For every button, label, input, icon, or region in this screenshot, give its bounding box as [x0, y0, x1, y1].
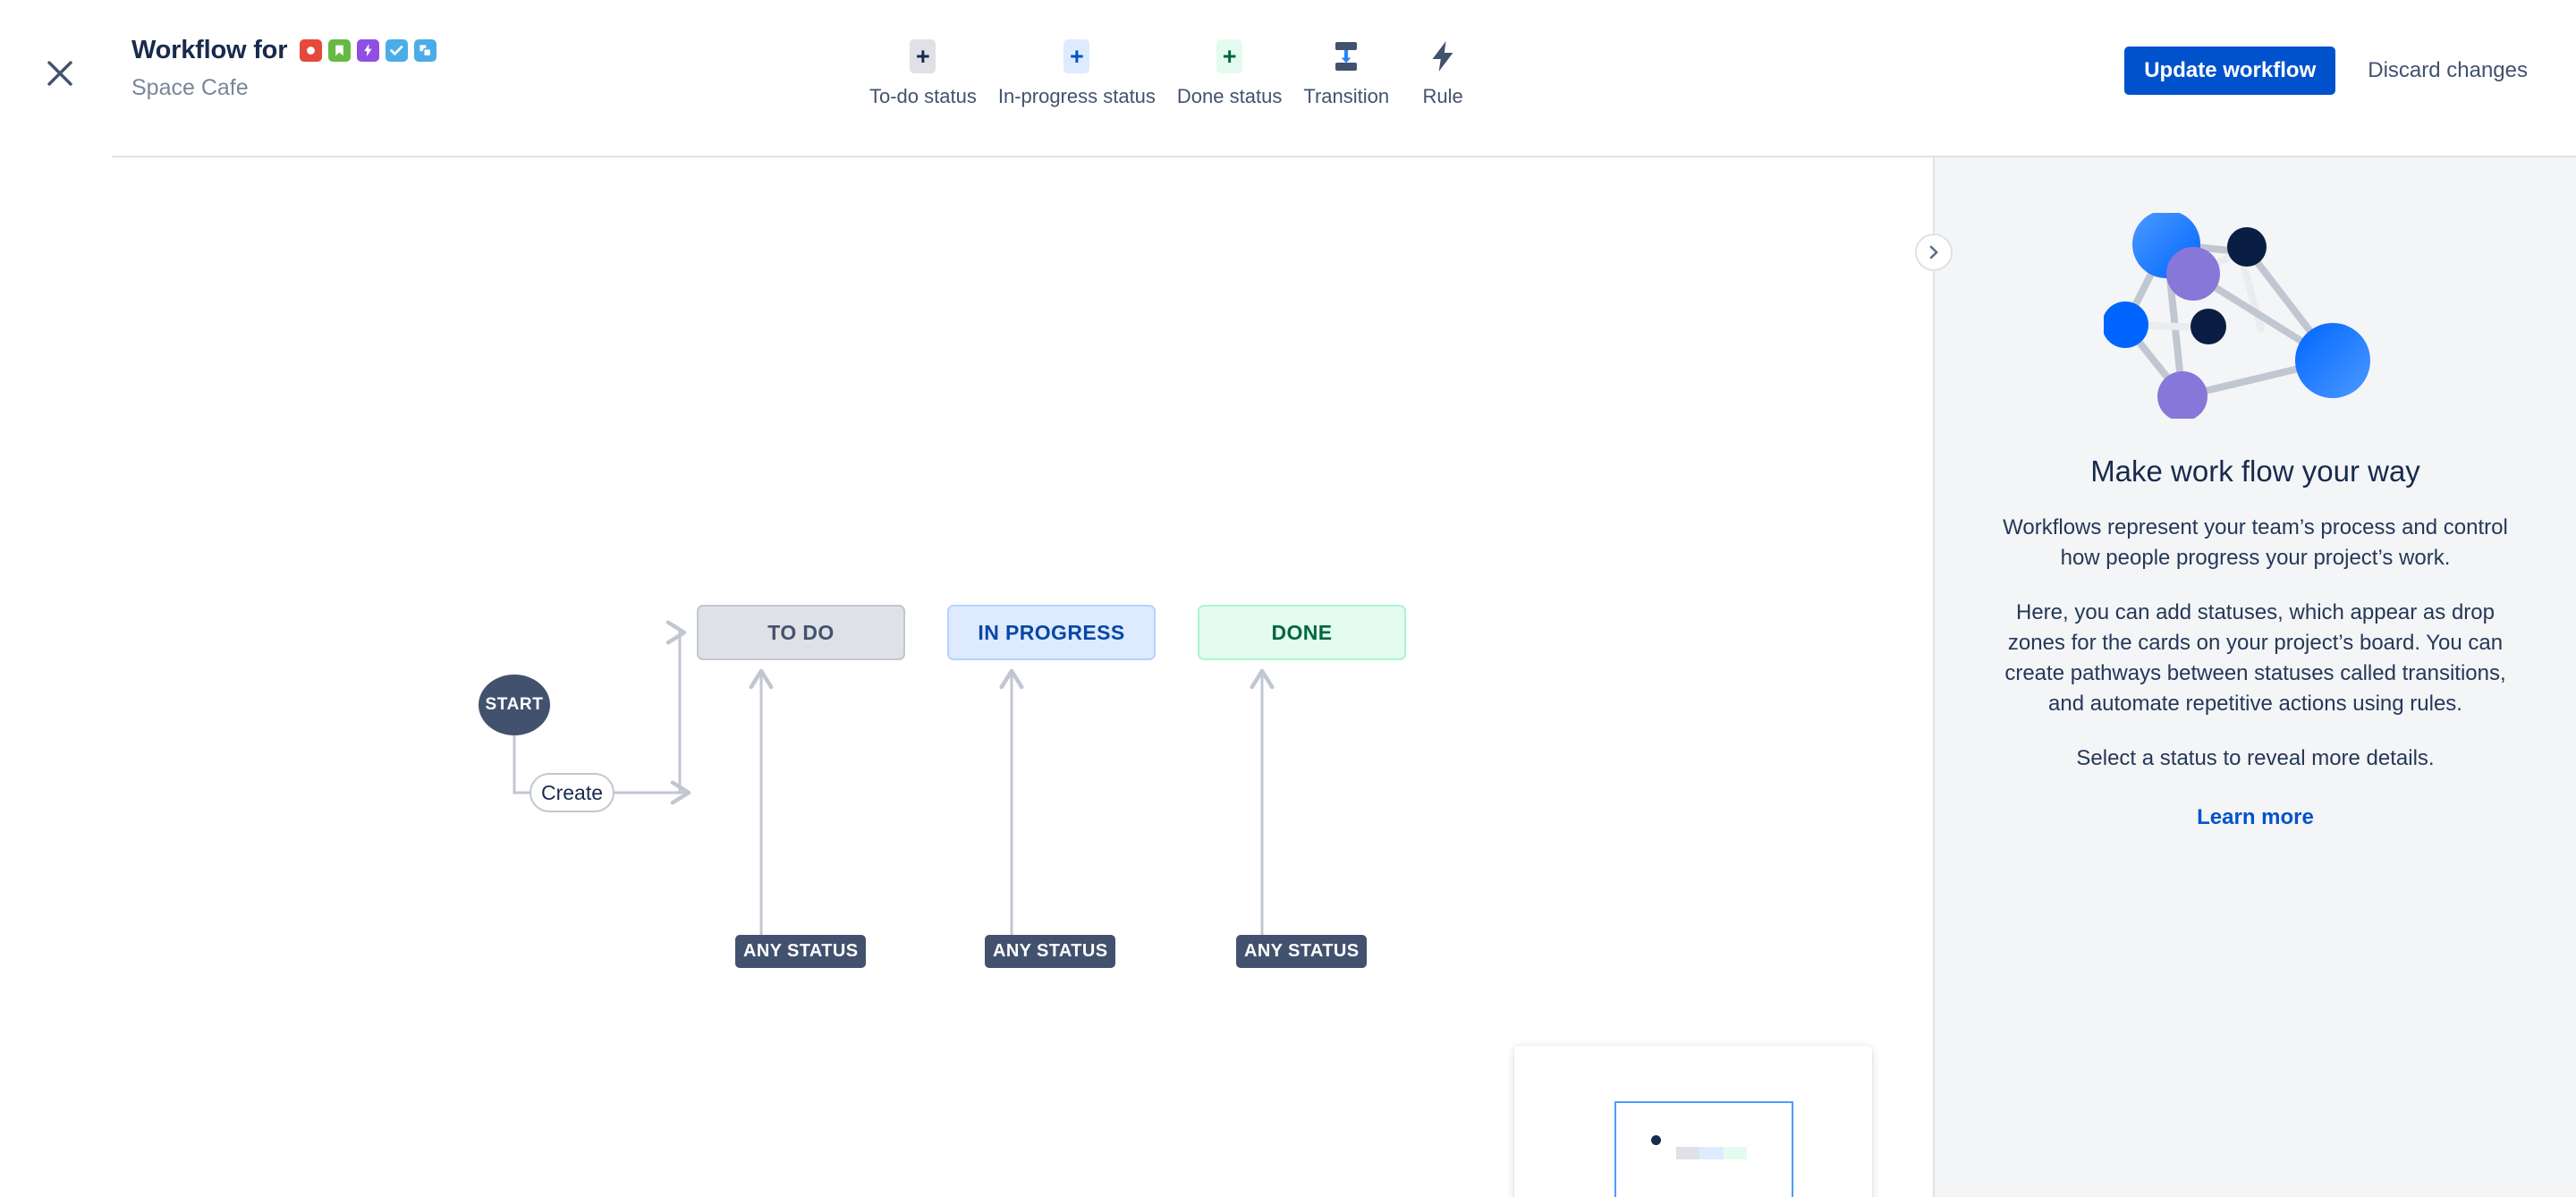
status-label: DONE [1271, 620, 1333, 644]
story-issue-type-icon[interactable] [328, 38, 352, 62]
status-node-done[interactable]: DONE [1198, 605, 1406, 660]
panel-paragraph-1: Workflows represent your team’s process … [2003, 515, 2508, 571]
workflow-toolbar: + To-do status + In-progress status + Do… [859, 36, 1486, 108]
add-todo-status-tool[interactable]: + To-do status [859, 36, 987, 108]
plus-glyph: + [910, 39, 936, 73]
plus-icon: + [910, 36, 936, 77]
minimap-status-in-progress [1699, 1147, 1724, 1159]
panel-heading: Make work flow your way [2090, 454, 2420, 488]
chevron-right-icon[interactable] [1915, 233, 1953, 271]
issue-type-icon-list [300, 38, 437, 62]
panel-paragraph-3: Select a status to reveal more details. [2076, 746, 2435, 771]
add-rule-tool[interactable]: Rule [1400, 36, 1486, 108]
app-header: Workflow for [0, 0, 2576, 157]
workflow-canvas[interactable]: START Create TO DO IN PROGRESS DONE ANY … [0, 157, 1933, 1197]
minimap-panel [1514, 1046, 1872, 1197]
minimap-status-todo [1676, 1147, 1699, 1159]
tool-label: Transition [1303, 85, 1390, 107]
tool-label: In-progress status [997, 85, 1156, 107]
update-workflow-button[interactable]: Update workflow [2124, 47, 2336, 95]
node-navy-2 [2190, 309, 2226, 344]
plus-icon: + [1063, 36, 1090, 77]
header-divider [112, 156, 2576, 157]
tool-label: Rule [1422, 85, 1463, 107]
status-node-todo[interactable]: TO DO [697, 605, 905, 660]
info-side-panel: Make work flow your way Workflows repres… [1935, 157, 2576, 1197]
any-status-badge-done[interactable]: ANY STATUS [1236, 935, 1368, 968]
add-inprogress-status-tool[interactable]: + In-progress status [987, 36, 1166, 108]
page-title: Workflow for [131, 35, 288, 64]
close-icon[interactable] [34, 47, 86, 99]
rule-bolt-icon [1430, 36, 1455, 77]
task-issue-type-icon[interactable] [386, 38, 409, 62]
any-status-label: ANY STATUS [743, 941, 859, 961]
node-purple [2165, 247, 2220, 301]
status-label: IN PROGRESS [978, 620, 1125, 644]
header-actions: Update workflow Discard changes [2124, 47, 2542, 95]
status-label: TO DO [767, 620, 835, 644]
discard-changes-button[interactable]: Discard changes [2353, 47, 2542, 95]
subtask-issue-type-icon[interactable] [414, 38, 437, 62]
any-status-badge-in-progress[interactable]: ANY STATUS [985, 935, 1116, 968]
status-node-in-progress[interactable]: IN PROGRESS [947, 605, 1156, 660]
tool-label: To-do status [869, 85, 977, 107]
project-name: Space Cafe [131, 75, 249, 100]
learn-more-link[interactable]: Learn more [2197, 804, 2314, 829]
workflow-network-illustration [2103, 213, 2408, 419]
minimap-status-done [1724, 1147, 1747, 1159]
minimap-canvas[interactable] [1514, 1046, 1872, 1197]
panel-divider [1933, 157, 1935, 1197]
bug-issue-type-icon[interactable] [300, 38, 323, 62]
add-transition-tool[interactable]: Transition [1292, 36, 1400, 108]
start-node-label: START [485, 695, 544, 714]
node-navy [2226, 227, 2267, 267]
transition-label: Create [540, 780, 604, 804]
node-blue [2103, 301, 2148, 348]
epic-issue-type-icon[interactable] [357, 38, 380, 62]
any-status-badge-todo[interactable]: ANY STATUS [735, 935, 867, 968]
plus-glyph: + [1063, 39, 1090, 73]
transition-icon [1328, 36, 1364, 77]
any-status-label: ANY STATUS [1244, 941, 1360, 961]
start-node[interactable]: START [479, 675, 550, 735]
minimap-viewport[interactable] [1614, 1101, 1793, 1197]
plus-glyph: + [1216, 39, 1243, 73]
workflow-edges [513, 620, 1275, 935]
node-large-blue-2 [2294, 323, 2370, 398]
any-status-label: ANY STATUS [993, 941, 1108, 961]
add-done-status-tool[interactable]: + Done status [1166, 36, 1292, 108]
transition-create[interactable]: Create [530, 773, 614, 812]
plus-icon: + [1216, 36, 1243, 77]
title-block: Workflow for [131, 33, 437, 101]
tool-label: Done status [1176, 85, 1283, 107]
title-row: Workflow for [131, 33, 437, 67]
panel-paragraph-2: Here, you can add statuses, which appear… [2004, 600, 2506, 717]
node-purple-2 [2157, 371, 2207, 419]
minimap-start-dot [1651, 1135, 1661, 1145]
